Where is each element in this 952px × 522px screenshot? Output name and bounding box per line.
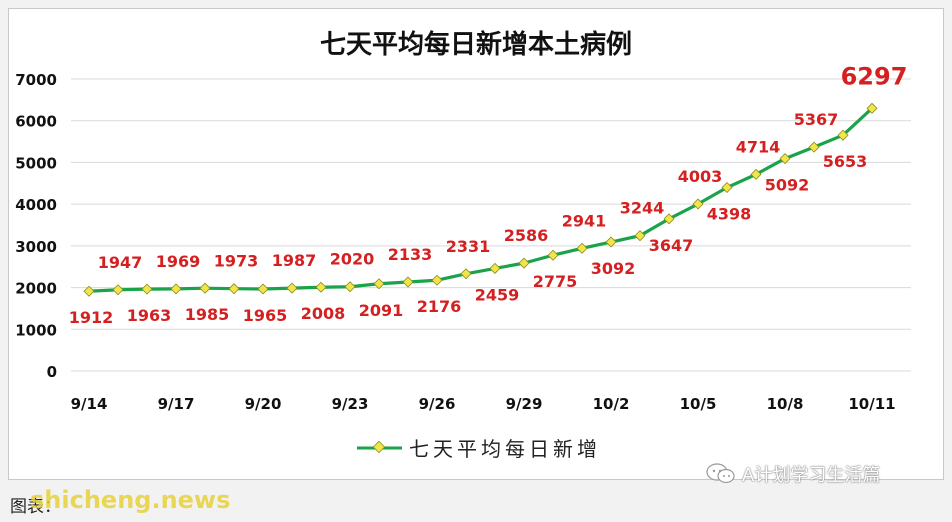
- data-point: [779, 153, 791, 165]
- data-label: 1912: [69, 308, 114, 327]
- y-tick-label: 7000: [15, 71, 57, 89]
- data-point: [228, 283, 240, 295]
- data-point: [344, 281, 356, 293]
- x-tick-label: 10/5: [680, 395, 717, 413]
- data-point: [460, 268, 472, 280]
- y-axis: 0 1000 2000 3000 4000 5000 6000 7000: [15, 71, 57, 381]
- data-label: 3647: [649, 236, 694, 255]
- data-point: [431, 274, 443, 286]
- data-point: [402, 276, 414, 288]
- data-point: [489, 262, 501, 274]
- data-point: [750, 168, 762, 180]
- data-label: 2091: [359, 301, 404, 320]
- watermark: shicheng.news: [30, 486, 231, 514]
- data-point: [634, 230, 646, 242]
- data-label: 2459: [475, 285, 520, 304]
- data-point: [576, 242, 588, 254]
- data-label: 4714: [736, 137, 781, 156]
- data-label: 1965: [243, 306, 288, 325]
- x-tick-label: 9/14: [71, 395, 108, 413]
- data-label: 5092: [765, 176, 810, 195]
- data-point: [112, 284, 124, 296]
- y-tick-label: 4000: [15, 196, 57, 214]
- data-label: 5367: [794, 110, 839, 129]
- data-point: [837, 129, 849, 141]
- chart-frame: 七天平均每日新增本土病例 0 1000 2000 3000 4000 5000 6000 70…: [8, 8, 944, 480]
- data-label: 4398: [707, 205, 752, 224]
- data-label: 2176: [417, 297, 462, 316]
- data-label: 1973: [214, 252, 259, 271]
- series-layer: [83, 102, 878, 297]
- y-tick-label: 1000: [15, 321, 57, 339]
- data-point: [257, 283, 269, 295]
- chart-title: 七天平均每日新增本土病例: [320, 29, 632, 60]
- y-tick-label: 3000: [15, 238, 57, 256]
- data-label: 5653: [823, 152, 868, 171]
- x-axis: 9/14 9/17 9/20 9/23 9/26 9/29 10/2 10/5 10/8 10/1…: [71, 395, 896, 413]
- x-tick-label: 9/26: [419, 395, 456, 413]
- x-tick-label: 9/20: [245, 395, 282, 413]
- data-point: [692, 198, 704, 210]
- y-tick-label: 2000: [15, 280, 57, 298]
- data-label: 2331: [446, 237, 491, 256]
- data-label: 2941: [562, 211, 607, 230]
- data-label: 3244: [620, 199, 665, 218]
- data-label: 1947: [98, 253, 143, 272]
- footer: 图表： shicheng.news A计划学习生活篇: [0, 463, 952, 522]
- line-chart: 七天平均每日新增本土病例 0 1000 2000 3000 4000 5000 6000 70…: [15, 29, 911, 461]
- data-label: 1987: [272, 251, 317, 270]
- data-point: [141, 283, 153, 295]
- data-label: 3092: [591, 259, 636, 278]
- data-point: [721, 182, 733, 194]
- data-label: 2586: [504, 226, 549, 245]
- x-tick-label: 9/29: [506, 395, 543, 413]
- legend-label: 七天平均每日新增: [409, 437, 601, 461]
- wechat-account: A计划学习生活篇: [706, 462, 880, 486]
- data-point: [808, 141, 820, 153]
- data-label: 2008: [301, 304, 346, 323]
- data-labels: 1912 1947 1963 1969 1985 1973 1965 1987 2008 2020…: [69, 62, 908, 327]
- legend-marker-swatch: [372, 440, 386, 454]
- wechat-account-name: A计划学习生活篇: [742, 465, 881, 486]
- data-point: [605, 236, 617, 248]
- x-tick-label: 10/2: [593, 395, 630, 413]
- data-point: [83, 285, 95, 297]
- data-point: [373, 278, 385, 290]
- legend: 七天平均每日新增: [357, 437, 601, 461]
- data-point: [547, 249, 559, 261]
- data-point: [315, 281, 327, 293]
- data-label: 1969: [156, 252, 201, 271]
- source-label: 图表：: [10, 497, 61, 517]
- data-label: 2020: [330, 250, 375, 269]
- data-point: [170, 283, 182, 295]
- data-point: [663, 213, 675, 225]
- data-point: [199, 282, 211, 294]
- wechat-icon: [706, 463, 735, 484]
- x-tick-label: 9/17: [158, 395, 195, 413]
- data-label: 6297: [841, 62, 908, 90]
- data-point: [518, 257, 530, 269]
- data-point: [866, 102, 878, 114]
- y-tick-label: 6000: [15, 113, 57, 131]
- y-tick-label: 0: [47, 363, 57, 381]
- grid-lines: [71, 78, 911, 372]
- series-line: [88, 107, 874, 293]
- data-label: 4003: [678, 167, 723, 186]
- y-tick-label: 5000: [15, 154, 57, 172]
- data-label: 2775: [533, 272, 578, 291]
- x-tick-label: 10/8: [767, 395, 804, 413]
- data-label: 1963: [127, 306, 172, 325]
- data-label: 2133: [388, 245, 433, 264]
- x-tick-label: 9/23: [332, 395, 369, 413]
- data-point: [286, 282, 298, 294]
- x-tick-label: 10/11: [848, 395, 895, 413]
- data-label: 1985: [185, 305, 230, 324]
